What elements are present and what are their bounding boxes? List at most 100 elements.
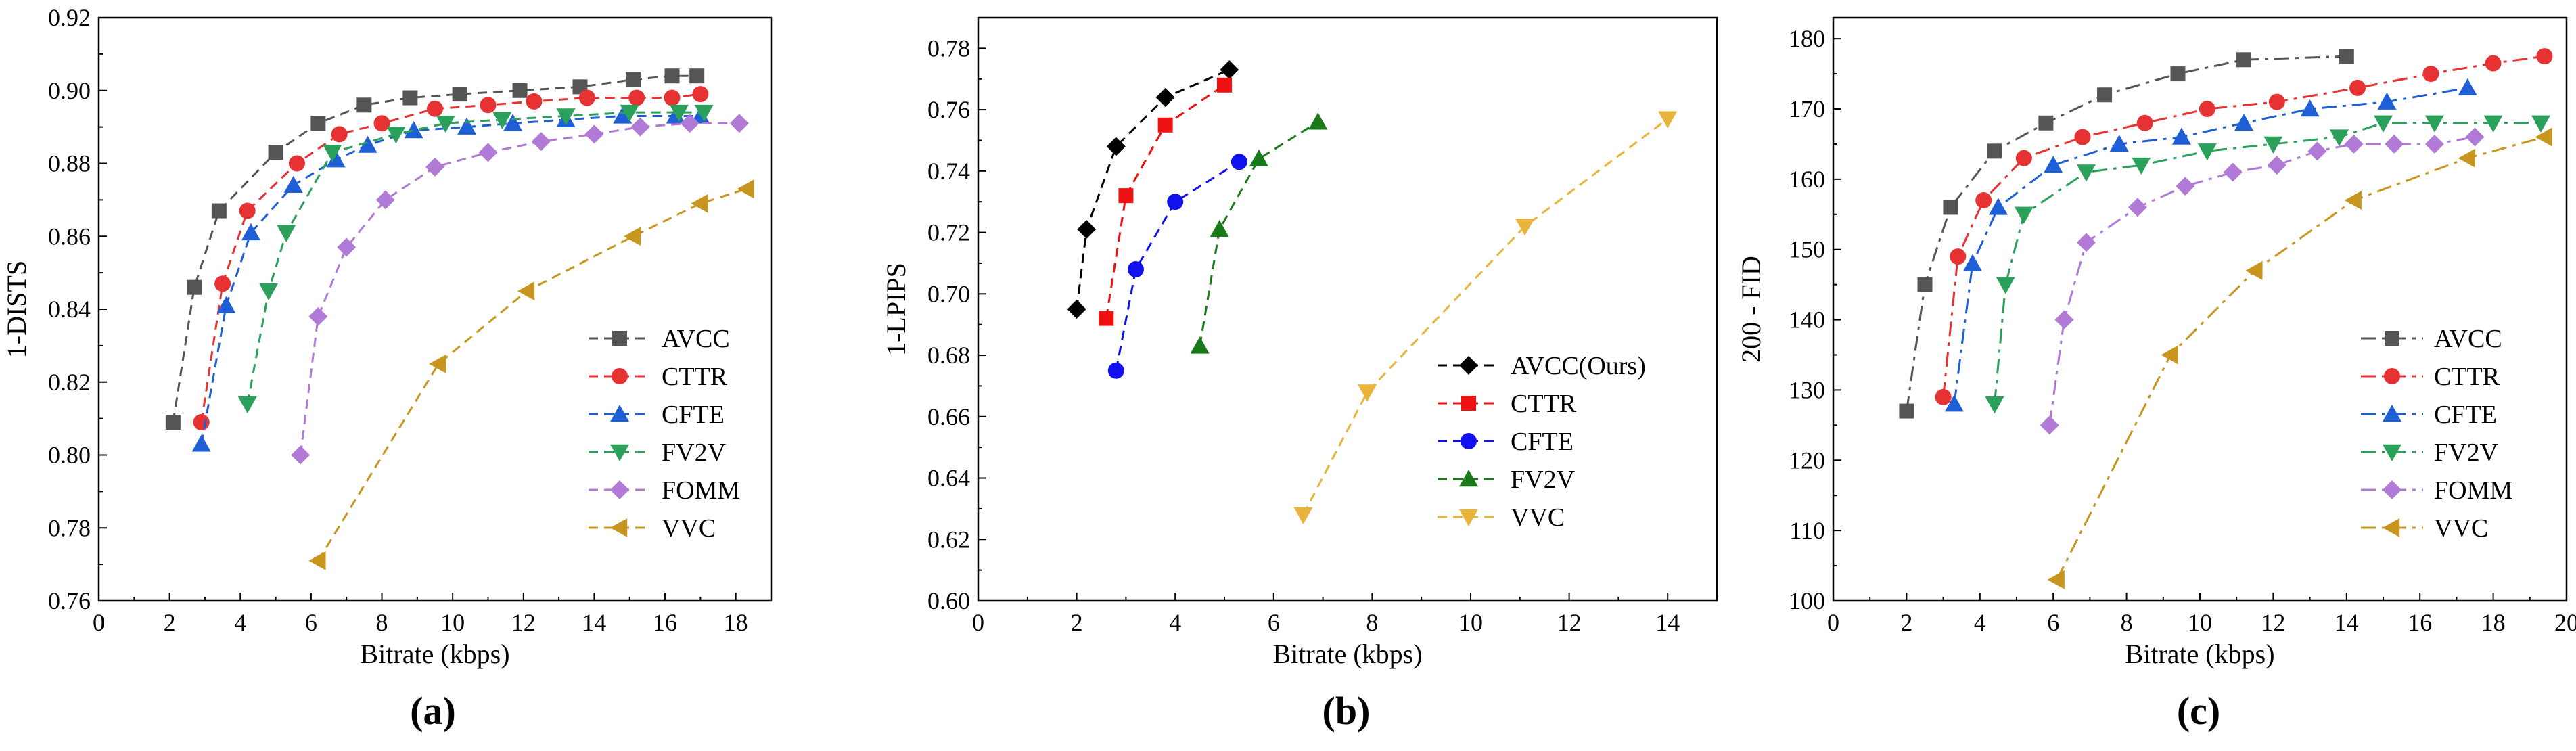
x-tick-label: 12 bbox=[2261, 609, 2285, 636]
data-point bbox=[518, 281, 535, 301]
y-tick-label: 0.76 bbox=[927, 96, 970, 123]
series-cfte bbox=[1944, 78, 2477, 412]
y-tick-label: 0.68 bbox=[927, 342, 970, 369]
data-point bbox=[2245, 260, 2263, 280]
legend-entry: VVC bbox=[662, 514, 716, 543]
data-point bbox=[2176, 177, 2195, 196]
series-line bbox=[1076, 68, 1230, 310]
data-point bbox=[457, 117, 477, 135]
data-point bbox=[1899, 403, 1914, 419]
data-point bbox=[1107, 362, 1124, 379]
legend-marker bbox=[610, 480, 629, 499]
y-tick-label: 0.78 bbox=[927, 35, 970, 62]
data-point bbox=[2458, 78, 2477, 96]
y-axis-title: 1-DISTS bbox=[1, 260, 32, 358]
data-point bbox=[2109, 134, 2129, 152]
y-tick-label: 100 bbox=[1789, 587, 1825, 614]
data-point bbox=[2344, 134, 2364, 154]
series-vvc bbox=[1293, 111, 1678, 524]
x-tick-label: 14 bbox=[1655, 609, 1680, 636]
data-point bbox=[2132, 157, 2151, 175]
legend-marker bbox=[1459, 356, 1478, 375]
data-point bbox=[1308, 112, 1328, 130]
data-point bbox=[2047, 570, 2065, 589]
data-point bbox=[291, 445, 310, 465]
y-tick-label: 140 bbox=[1789, 306, 1825, 334]
x-tick-label: 0 bbox=[1827, 609, 1839, 636]
x-tick-label: 2 bbox=[1071, 609, 1083, 636]
data-point bbox=[1106, 137, 1126, 156]
data-point bbox=[2170, 66, 2186, 82]
data-point bbox=[452, 87, 467, 102]
data-point bbox=[692, 86, 709, 103]
plot-frame bbox=[977, 16, 1718, 602]
series-fv2v bbox=[1985, 115, 2551, 414]
data-point bbox=[2199, 101, 2215, 118]
x-tick-label: 0 bbox=[972, 609, 984, 636]
legend-entry: CTTR bbox=[2434, 363, 2500, 391]
data-point bbox=[2136, 114, 2153, 131]
data-point bbox=[1996, 277, 2015, 294]
data-point bbox=[613, 106, 632, 124]
data-point bbox=[2040, 415, 2059, 435]
x-tick-label: 14 bbox=[582, 609, 606, 636]
data-point bbox=[2128, 198, 2147, 217]
legend-marker bbox=[1461, 396, 1476, 411]
data-point bbox=[193, 414, 210, 431]
series-line bbox=[2056, 136, 2545, 581]
legend-entry: FOMM bbox=[662, 476, 740, 505]
data-point bbox=[310, 116, 326, 131]
legend-entry: FOMM bbox=[2434, 476, 2512, 505]
data-point bbox=[1230, 154, 1247, 170]
y-tick-label: 180 bbox=[1789, 25, 1825, 52]
data-point bbox=[373, 115, 390, 132]
data-point bbox=[1210, 220, 1229, 237]
series-line bbox=[1302, 118, 1669, 516]
x-tick-label: 6 bbox=[305, 609, 317, 636]
data-point bbox=[2044, 156, 2063, 173]
data-point bbox=[165, 415, 181, 430]
legend-marker bbox=[1460, 433, 1477, 449]
data-point bbox=[308, 306, 328, 326]
series-cttr bbox=[1935, 48, 2553, 405]
series-fv2v bbox=[1190, 112, 1328, 354]
series-line bbox=[1993, 122, 2542, 405]
x-tick-label: 6 bbox=[2047, 609, 2059, 636]
data-point bbox=[2458, 148, 2475, 168]
data-point bbox=[337, 237, 356, 257]
data-point bbox=[2422, 66, 2439, 83]
data-point bbox=[1217, 77, 1232, 93]
legend-entry: CTTR bbox=[1511, 390, 1577, 418]
legend-entry: CFTE bbox=[2434, 401, 2497, 429]
x-tick-label: 12 bbox=[1557, 609, 1582, 636]
legend-entry: AVCC bbox=[662, 325, 730, 353]
data-point bbox=[1155, 87, 1175, 107]
y-tick-label: 0.82 bbox=[48, 369, 91, 396]
legend-marker bbox=[610, 444, 629, 461]
data-point bbox=[356, 97, 372, 113]
legend-marker bbox=[2384, 368, 2400, 384]
data-point bbox=[402, 90, 418, 106]
data-point bbox=[556, 108, 576, 126]
legend-marker bbox=[2383, 444, 2401, 461]
y-tick-label: 0.66 bbox=[927, 403, 970, 430]
data-point bbox=[1515, 219, 1535, 236]
legend-marker bbox=[2383, 480, 2401, 499]
legend-marker bbox=[2385, 331, 2399, 346]
series-avcc bbox=[1899, 49, 2354, 419]
data-point bbox=[2424, 115, 2444, 133]
panel-label: (a) bbox=[410, 689, 456, 733]
data-point bbox=[358, 135, 377, 153]
legend: AVCC(Ours) CTTR CFTE FV2V VVC bbox=[1438, 352, 1646, 532]
data-point bbox=[1249, 149, 1268, 166]
data-point bbox=[526, 93, 543, 110]
data-point bbox=[1127, 261, 1144, 278]
x-tick-label: 6 bbox=[1268, 609, 1280, 636]
data-point bbox=[1220, 60, 1239, 80]
data-point bbox=[2329, 129, 2349, 147]
series-fomm bbox=[2040, 127, 2485, 435]
panel-label: (c) bbox=[2177, 689, 2220, 733]
data-point bbox=[259, 283, 279, 301]
panel-label: (b) bbox=[1322, 689, 1371, 733]
